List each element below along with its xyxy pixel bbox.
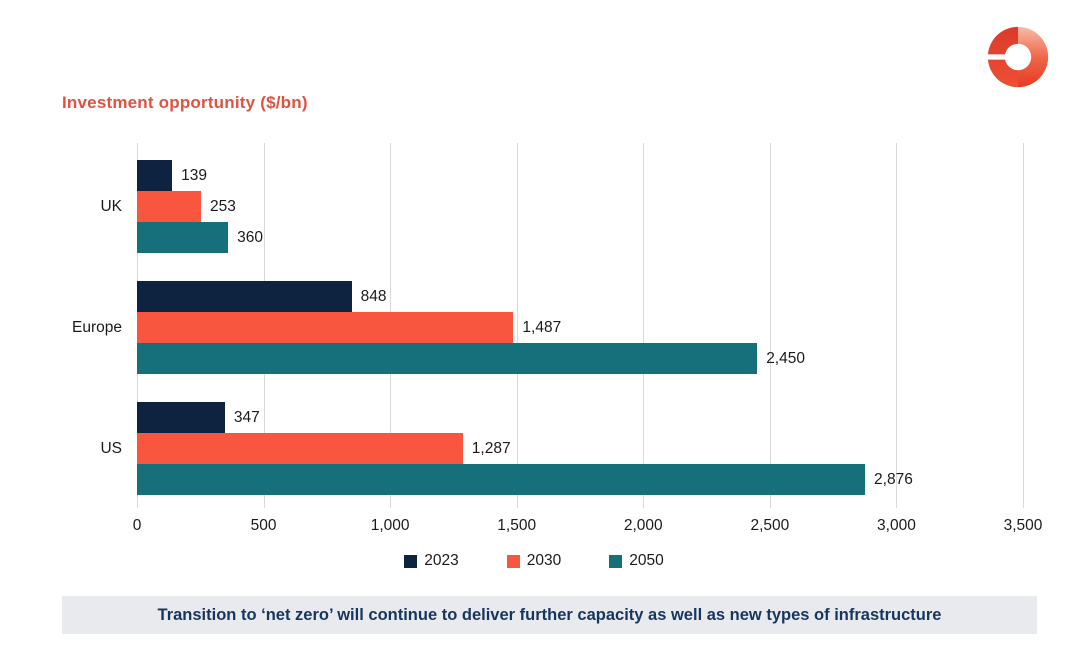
x-tick-label: 1,000	[370, 517, 410, 534]
x-tick-label: 500	[250, 517, 277, 534]
bar-europe-2023	[137, 281, 352, 312]
bar-value-label: 1,287	[471, 439, 511, 457]
bar-uk-2030	[137, 191, 202, 222]
legend-swatch-icon	[609, 554, 623, 568]
bar-groups: 139 253 360 848 1,487 2,450 347 1,287 2,876	[137, 160, 1023, 523]
bar-value-label: 848	[360, 287, 387, 305]
bar-group-uk: 139 253 360	[137, 160, 1023, 253]
bar-group-europe: 848 1,487 2,450	[137, 281, 1023, 374]
takeaway-banner: Transition to ‘net zero’ will continue t…	[62, 596, 1037, 634]
bar-us-2023	[137, 402, 225, 433]
bar-group-us: 347 1,287 2,876	[137, 402, 1023, 495]
legend-label: 2030	[526, 552, 562, 569]
bar-value-label: 253	[210, 197, 236, 215]
bar-value-label: 360	[237, 228, 263, 246]
legend-label: 2023	[424, 552, 459, 569]
gridline	[896, 143, 898, 508]
bar-europe-2050	[137, 343, 758, 374]
category-label-uk: UK	[100, 197, 122, 215]
bar-row: 2,876	[137, 464, 1023, 495]
bar-value-label: 347	[233, 408, 260, 426]
legend-item-2030: 2030	[506, 552, 562, 570]
gridline	[643, 143, 645, 508]
legend-item-2050: 2050	[609, 552, 664, 570]
bar-value-label: 1,487	[522, 318, 562, 336]
bar-value-label: 2,876	[874, 470, 913, 488]
category-label-us: US	[100, 439, 122, 457]
legend-item-2023: 2023	[404, 552, 459, 570]
bar-uk-2023	[137, 160, 173, 191]
bar-us-2050	[137, 464, 866, 495]
x-axis: 0 500 1,000 1,500 2,000 2,500 3,000 3,500	[133, 517, 1043, 539]
legend-label: 2050	[629, 552, 664, 569]
x-tick-label: 2,000	[623, 517, 663, 534]
brand-donut-logo-icon	[985, 26, 1049, 88]
bar-value-label: 139	[181, 166, 208, 184]
x-tick-label: 2,500	[750, 517, 790, 534]
bar-row: 347	[137, 402, 1023, 433]
bar-row: 848	[137, 281, 1023, 312]
bar-row: 360	[137, 222, 1023, 253]
x-tick-label: 3,500	[1003, 517, 1043, 534]
bar-row: 253	[137, 191, 1023, 222]
gridline	[769, 143, 771, 508]
x-tick-label: 3,000	[877, 517, 916, 534]
gridline	[1023, 143, 1024, 508]
category-axis: UK Europe US	[0, 0, 122, 657]
legend-swatch-icon	[404, 554, 418, 568]
chart-legend: 2023 2030 2050	[0, 552, 1068, 570]
x-tick-label: 0	[132, 517, 142, 534]
chart-title: Investment opportunity ($/bn)	[62, 93, 308, 112]
bar-us-2030	[137, 433, 463, 464]
category-label-europe: Europe	[72, 318, 122, 336]
bar-row: 1,287	[137, 433, 1023, 464]
bar-value-label: 2,450	[766, 349, 805, 367]
bar-uk-2050	[137, 222, 229, 253]
bar-chart-plot-area: 139 253 360 848 1,487 2,450 347 1,287 2,876	[137, 143, 1024, 508]
bar-row: 1,487	[137, 312, 1023, 343]
bar-europe-2030	[137, 312, 514, 343]
bar-row: 2,450	[137, 343, 1023, 374]
gridline	[516, 143, 518, 508]
x-tick-label: 1,500	[497, 517, 537, 534]
legend-swatch-icon	[506, 554, 520, 568]
bar-row: 139	[137, 160, 1023, 191]
